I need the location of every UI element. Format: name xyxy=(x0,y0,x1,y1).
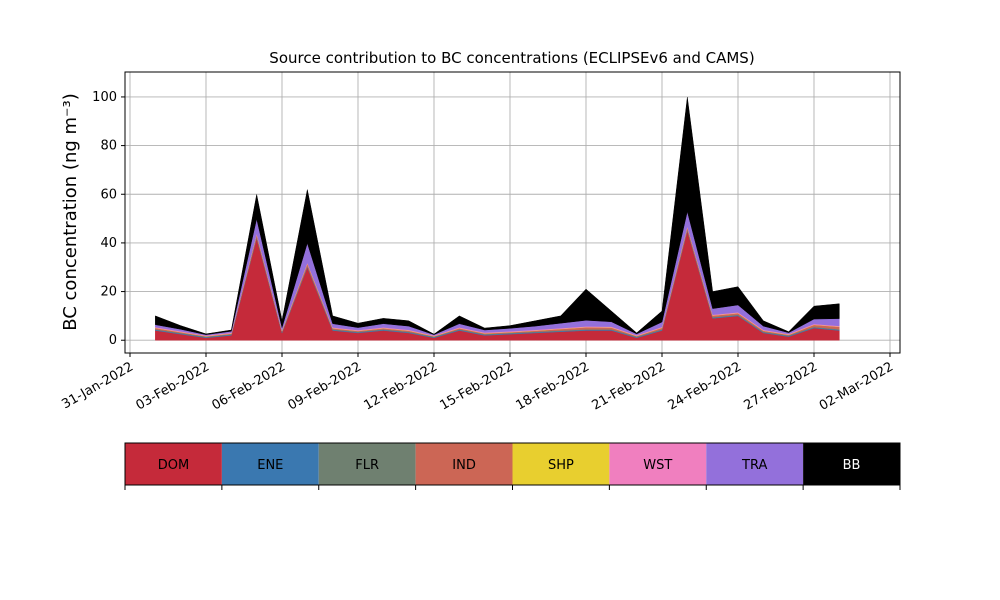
legend-swatch xyxy=(609,443,707,485)
y-axis-label: BC concentration (ng m⁻³) xyxy=(60,93,81,331)
area xyxy=(155,229,840,341)
legend-label: FLR xyxy=(355,458,379,473)
legend-swatch xyxy=(803,443,900,485)
legend-swatch xyxy=(221,443,319,485)
x-tick-label: 21-Feb-2022 xyxy=(589,359,668,413)
x-tick-label: 03-Feb-2022 xyxy=(133,359,212,413)
area xyxy=(155,97,840,335)
y-tick-label: 0 xyxy=(109,333,117,348)
y-tick-label: 100 xyxy=(92,90,117,105)
legend-label: TRA xyxy=(741,458,767,473)
y-tick-label: 40 xyxy=(100,236,117,251)
legend-label: IND xyxy=(452,458,476,473)
x-tick-label: 06-Feb-2022 xyxy=(209,359,288,413)
y-tick-label: 20 xyxy=(100,285,117,300)
legend-swatch xyxy=(318,443,416,485)
legend-label: SHP xyxy=(548,458,574,473)
legend-swatch xyxy=(125,443,222,485)
chart-title: Source contribution to BC concentrations… xyxy=(269,49,754,67)
x-tick-label: 15-Feb-2022 xyxy=(437,359,516,413)
y-tick-label: 60 xyxy=(100,187,117,202)
x-tick-label: 24-Feb-2022 xyxy=(665,359,744,413)
x-tick-label: 12-Feb-2022 xyxy=(361,359,440,413)
x-tick-label: 27-Feb-2022 xyxy=(741,359,820,413)
legend-label: DOM xyxy=(158,458,189,473)
legend-label: WST xyxy=(643,458,672,473)
legend-label: ENE xyxy=(257,458,283,473)
y-tick-label: 80 xyxy=(100,139,117,154)
legend-swatch xyxy=(706,443,804,485)
legend-label: BB xyxy=(843,458,861,473)
legend-swatch xyxy=(415,443,513,485)
legend-swatch xyxy=(512,443,610,485)
x-tick-label: 09-Feb-2022 xyxy=(285,359,364,413)
plot-frame xyxy=(124,71,901,354)
x-tick-label: 31-Jan-2022 xyxy=(59,359,136,412)
x-tick-label: 02-Mar-2022 xyxy=(817,359,896,413)
legend-frame xyxy=(124,442,901,486)
x-tick-label: 18-Feb-2022 xyxy=(513,359,592,413)
